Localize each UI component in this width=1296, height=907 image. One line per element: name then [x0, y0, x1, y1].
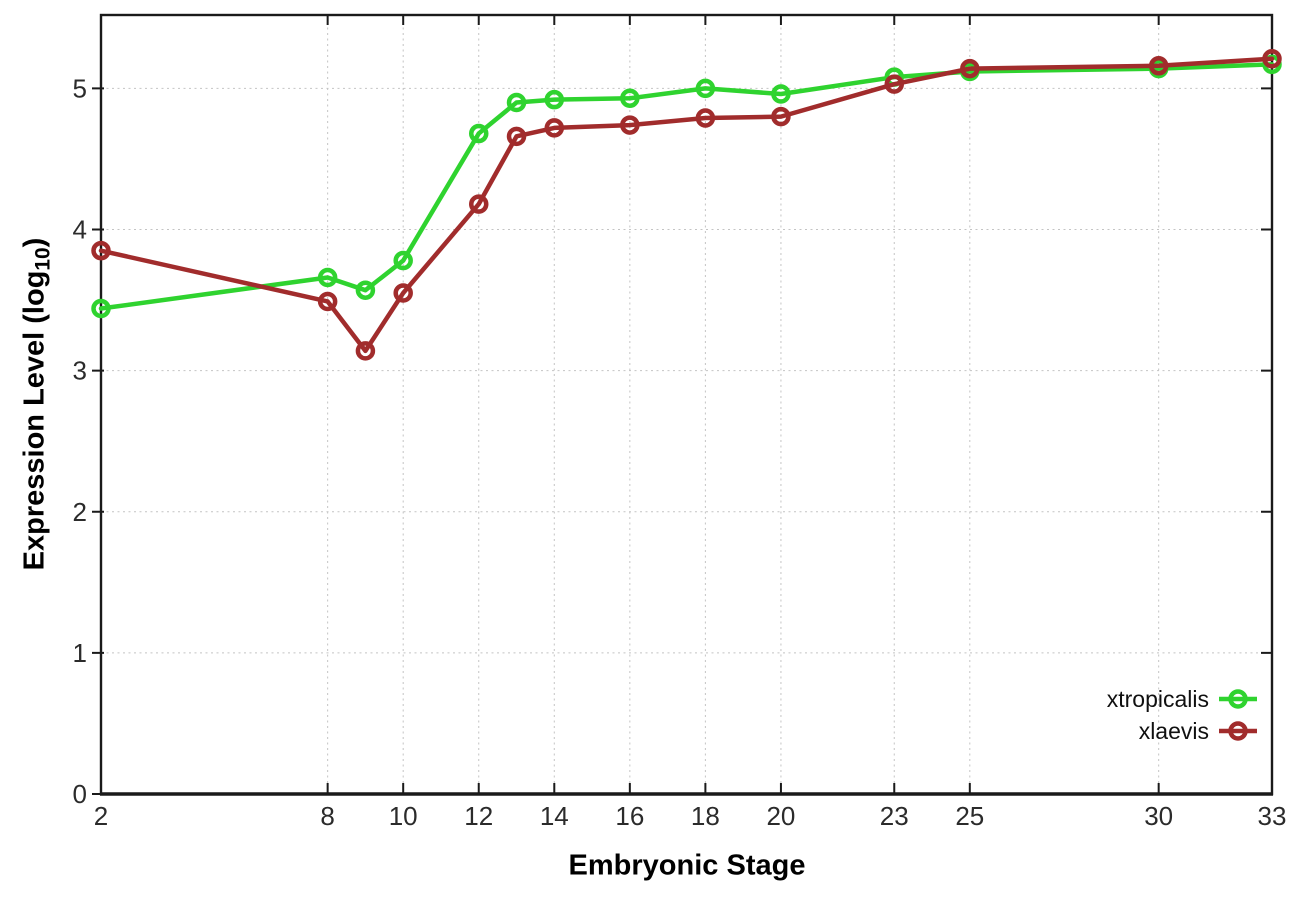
data-point-xtropicalis [317, 267, 338, 288]
y-tick-label: 1 [73, 638, 87, 668]
y-axis-title-text: Expression Level (log [18, 270, 51, 571]
y-axis-title-subscript: 10 [31, 247, 55, 271]
data-point-xlaevis [317, 291, 338, 312]
data-point-xtropicalis [771, 84, 791, 104]
legend-marker-icon [1219, 721, 1257, 741]
data-point-xtropicalis [695, 78, 716, 99]
data-point-xlaevis [960, 58, 980, 79]
y-tick-label: 3 [73, 356, 87, 386]
series-line-xtropicalis [98, 62, 1275, 311]
y-tick-label: 0 [73, 779, 87, 809]
x-tick-label: 16 [615, 801, 644, 831]
x-tick-label: 23 [880, 801, 909, 831]
legend-item-xtropicalis: xtropicalis [1107, 684, 1258, 714]
legend-label-xlaevis: xlaevis [1138, 717, 1209, 744]
data-point-xlaevis [884, 74, 905, 94]
data-point-xtropicalis [355, 280, 376, 300]
data-point-xtropicalis [506, 92, 527, 113]
x-tick-label: 2 [94, 801, 108, 831]
data-point-xtropicalis [393, 250, 413, 271]
legend-item-xlaevis: xlaevis [1107, 716, 1258, 746]
x-tick-label: 18 [691, 801, 720, 831]
data-point-xtropicalis [468, 123, 489, 144]
data-point-xtropicalis [544, 89, 565, 110]
legend-label-xtropicalis: xtropicalis [1106, 685, 1209, 712]
x-tick-label: 20 [766, 801, 795, 831]
data-point-xlaevis [544, 118, 565, 138]
data-point-xlaevis [771, 106, 791, 127]
series-line-xlaevis [98, 56, 1275, 354]
data-point-xlaevis [1262, 48, 1282, 69]
data-point-xlaevis [393, 283, 413, 303]
plot-border [99, 13, 1274, 796]
data-point-xlaevis [1148, 56, 1169, 76]
y-axis-title: Expression Level (log10) [18, 238, 55, 571]
y-tick-label: 4 [73, 215, 87, 245]
data-point-xlaevis [355, 341, 376, 361]
legend-point-xtropicalis [1228, 689, 1248, 709]
legend-point-xlaevis [1228, 721, 1248, 741]
y-axis-title-close: ) [18, 237, 51, 248]
y-tick-label: 2 [73, 497, 87, 527]
data-point-xlaevis [91, 240, 111, 261]
data-point-xtropicalis [620, 88, 640, 109]
legend: xtropicalis xlaevis [1107, 684, 1258, 746]
data-point-xtropicalis [91, 298, 111, 319]
x-tick-label: 25 [955, 801, 984, 831]
x-tick-label: 8 [320, 801, 334, 831]
data-point-xlaevis [468, 194, 489, 214]
y-tick-label: 5 [73, 73, 87, 103]
data-point-xlaevis [695, 108, 716, 128]
x-axis-title: Embryonic Stage [568, 849, 806, 882]
data-point-xlaevis [620, 115, 640, 135]
x-tick-label: 30 [1144, 801, 1173, 831]
x-tick-label: 12 [464, 801, 493, 831]
legend-marker-icon [1219, 689, 1257, 709]
x-tick-label: 10 [389, 801, 418, 831]
x-tick-label: 33 [1258, 801, 1287, 831]
x-tick-label: 14 [540, 801, 569, 831]
data-point-xlaevis [506, 126, 527, 147]
